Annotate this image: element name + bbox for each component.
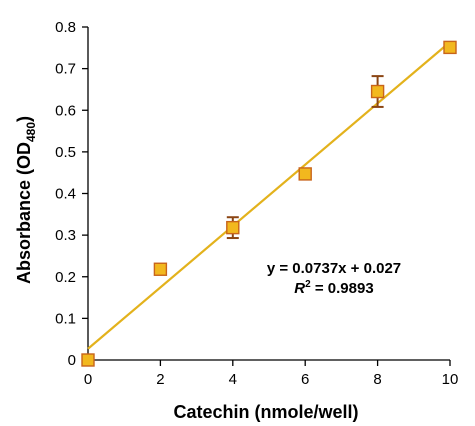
y-tick-label: 0.3 [55,227,76,244]
y-axis-title-main: Absorbance (OD [14,142,34,284]
data-point [298,167,312,181]
r-squared-symbol: R [294,280,305,297]
r-squared-label: R2 = 0.9893 [294,279,373,297]
x-axis-title: Catechin (nmole/well) [173,402,358,422]
data-markers [81,40,457,367]
y-tick-label: 0.7 [55,61,76,78]
trendline-equation: y = 0.0737x + 0.027 [267,260,401,277]
data-point [443,40,457,55]
y-tick-label: 0.5 [55,144,76,161]
data-point [153,262,168,276]
x-tick-label: 2 [156,371,164,388]
y-ticks: 0 0.1 0.2 0.3 0.4 0.5 0.6 0.7 0.8 [55,19,88,369]
trendline [87,41,451,350]
data-point [226,220,240,235]
x-tick-label: 10 [442,371,459,388]
y-tick-label: 0.2 [55,269,76,286]
x-tick-label: 4 [229,371,237,388]
x-ticks: 0 2 4 6 8 10 [84,360,459,388]
y-tick-label: 0 [68,352,76,369]
y-axis-title: Absorbance (OD480) [14,116,38,284]
y-axis-title-close: ) [14,116,34,122]
y-axis-title-sub: 480 [24,122,38,142]
x-tick-label: 8 [373,371,381,388]
y-tick-label: 0.1 [55,310,76,327]
y-tick-label: 0.8 [55,19,76,36]
r-squared-sup: 2 [305,279,311,290]
y-tick-label: 0.4 [55,186,76,203]
x-tick-label: 0 [84,371,92,388]
error-bars [226,75,384,240]
data-point [81,353,95,367]
data-point [370,84,385,99]
x-tick-label: 6 [301,371,309,388]
y-tick-label: 0.6 [55,102,76,119]
r-squared-value: = 0.9893 [311,280,374,297]
